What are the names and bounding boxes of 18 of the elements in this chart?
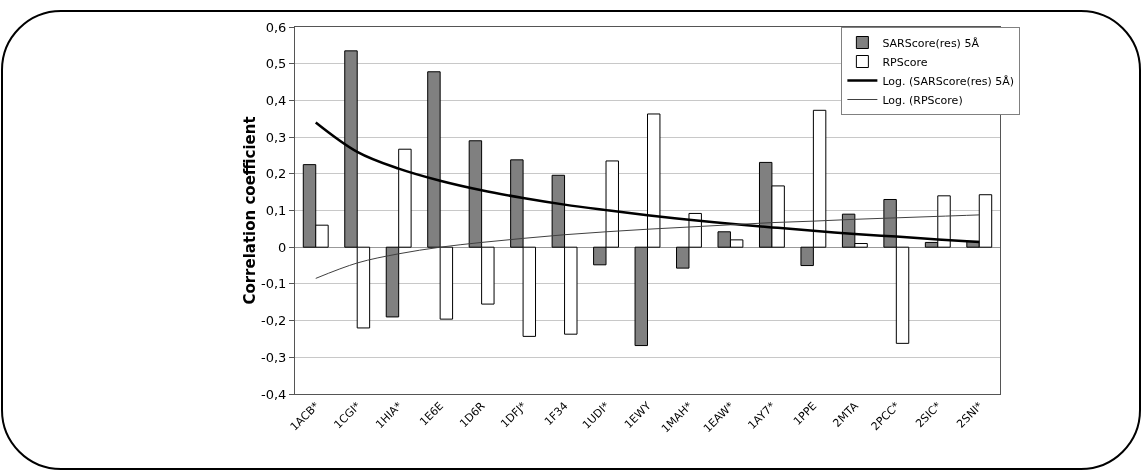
y-tick-label: 0 [278, 239, 287, 255]
y-tick-label: 0,2 [265, 166, 287, 182]
y-tick-label: 0,6 [265, 19, 287, 35]
y-tick-label: 0,3 [265, 129, 287, 145]
legend-label: Log. (SARScore(res) 5Å) [882, 74, 1015, 88]
y-tick-label: -0,3 [261, 349, 287, 365]
line-series [315, 214, 980, 279]
y-tick-label: -0,2 [261, 313, 287, 329]
y-tick-label: -0,1 [261, 276, 287, 292]
bar [439, 246, 454, 320]
legend-label: Log. (RPScore) [882, 93, 963, 107]
y-axis-title: Correlation coefficient [241, 116, 259, 305]
y-tick-label: -0,4 [261, 386, 287, 402]
legend-label: SARScore(res) 5Å [882, 36, 980, 50]
y-tick-label: 0,4 [265, 92, 287, 108]
legend-label: RPScore [882, 55, 928, 69]
y-tick-label: 0,5 [265, 56, 287, 72]
y-tick-label: 0,1 [265, 203, 287, 219]
